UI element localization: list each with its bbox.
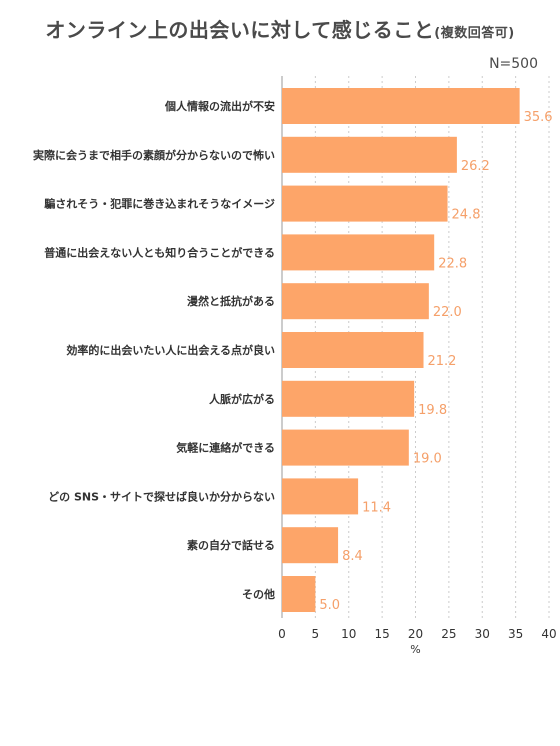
bar	[282, 527, 339, 564]
value-label: 24.8	[452, 208, 481, 223]
category-label: 漫然と抵抗がある	[187, 294, 275, 308]
bar	[282, 283, 429, 320]
value-label: 19.0	[413, 452, 442, 467]
chart-subtitle: (複数回答可)	[434, 26, 515, 41]
value-label: 35.6	[524, 110, 553, 125]
sample-size: N=500	[489, 56, 538, 72]
bar	[282, 234, 435, 271]
bar	[282, 380, 415, 417]
category-label: 人脈が広がる	[209, 392, 275, 406]
bar	[282, 136, 457, 173]
x-tick-label: 20	[408, 627, 423, 641]
chart-title: オンライン上の出会いに対して感じること(複数回答可)	[0, 14, 560, 43]
x-tick-label: 10	[341, 627, 356, 641]
category-label: 素の自分で話せる	[187, 538, 275, 552]
value-label: 26.2	[461, 159, 490, 174]
category-label: 普通に出会えない人とも知り合うことができる	[44, 245, 275, 259]
x-tick-label: 0	[278, 627, 286, 641]
x-axis-label: %	[410, 643, 420, 656]
category-label: 気軽に連絡ができる	[176, 441, 275, 455]
category-label: 実際に会うまで相手の素顔が分からないので怖い	[33, 148, 275, 162]
x-tick-label: 25	[441, 627, 456, 641]
bar	[282, 332, 424, 368]
bar	[282, 88, 520, 124]
category-label: 騙されそう・犯罪に巻き込まれそうなイメージ	[44, 197, 275, 211]
value-label: 8.4	[342, 549, 363, 564]
bar	[282, 429, 409, 466]
bar	[282, 576, 316, 612]
category-label: 効率的に出会いたい人に出会える点が良い	[66, 343, 275, 357]
x-tick-label: 15	[374, 627, 389, 641]
category-label: 個人情報の流出が不安	[164, 99, 275, 113]
value-label: 22.0	[433, 305, 462, 320]
value-label: 21.2	[428, 354, 457, 369]
x-tick-label: 5	[312, 627, 320, 641]
category-label: どの SNS・サイトで探せば良いか分からない	[48, 489, 275, 503]
value-label: 11.4	[362, 500, 391, 515]
bar	[282, 185, 448, 222]
x-tick-label: 35	[508, 627, 523, 641]
value-label: 22.8	[438, 256, 467, 271]
category-label: その他	[242, 587, 275, 601]
bar	[282, 478, 359, 515]
x-tick-label: 30	[475, 627, 490, 641]
chart-title-text: オンライン上の出会いに対して感じること	[45, 18, 435, 42]
value-label: 5.0	[319, 598, 340, 613]
x-tick-label: 40	[541, 627, 556, 641]
value-label: 19.8	[418, 403, 447, 418]
